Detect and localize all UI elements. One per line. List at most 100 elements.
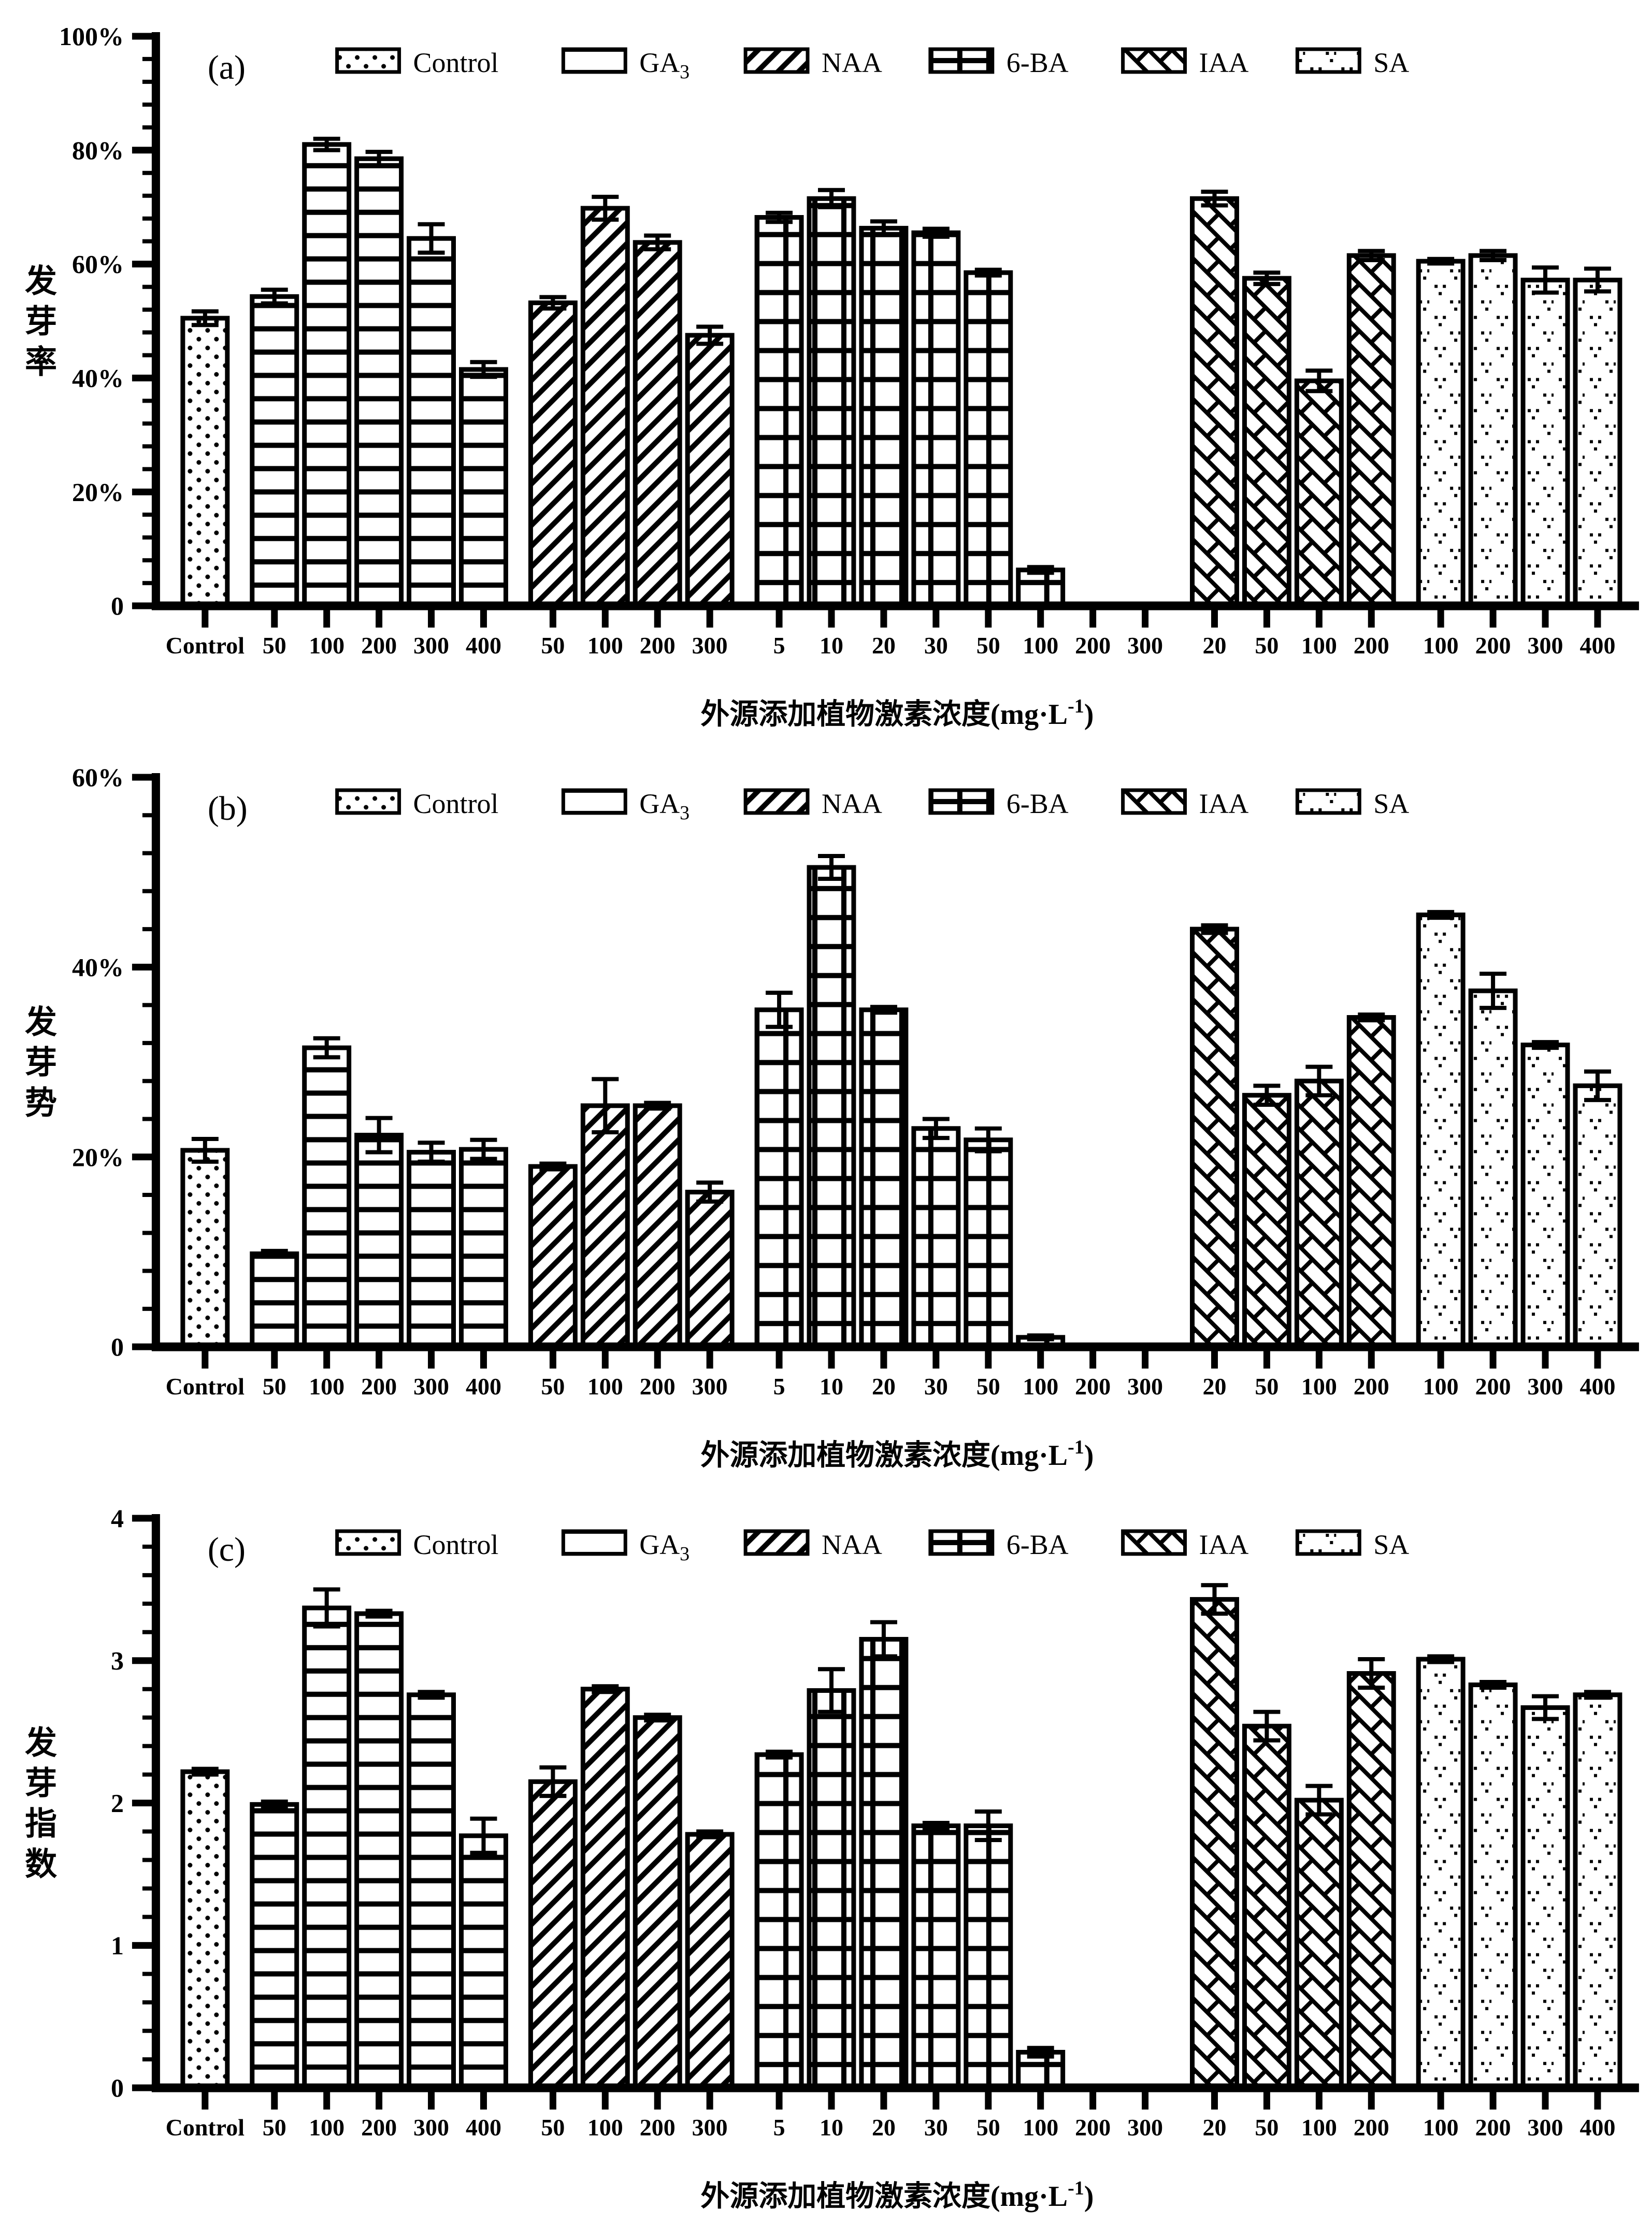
legend-swatch-brick-icon [1121, 1529, 1187, 1556]
error-bar-6-BA-50 [974, 267, 1002, 278]
x-tick-label-IAA-20: 20 [1202, 1373, 1226, 1400]
bar-GA3-400 [458, 367, 508, 608]
bar-6-BA-10 [807, 196, 856, 608]
error-bar-6-BA-50 [974, 1126, 1002, 1153]
error-bar-NAA-100 [592, 1684, 619, 1694]
x-tick-label-6-BA-5: 5 [773, 2114, 785, 2141]
error-bar-6-BA-30 [922, 1821, 950, 1831]
x-tick-label-6-BA-10: 10 [820, 632, 843, 659]
legend-label: NAA [822, 1529, 882, 1560]
error-bar-Control-Control [191, 1766, 219, 1777]
legend-label: SA [1373, 47, 1409, 78]
bar-IAA-20 [1190, 926, 1239, 1349]
x-tick-label-6-BA-20: 20 [872, 2114, 896, 2141]
x-tick-label-6-BA-300: 300 [1127, 1373, 1163, 1400]
bar-6-BA-100 [1016, 567, 1066, 608]
x-axis-title: 外源添加植物激素浓度(mg·L-1) [700, 2177, 1094, 2213]
y-tick-label: 100% [59, 22, 124, 51]
x-tick-label-SA-300: 300 [1528, 1373, 1563, 1400]
error-bar-SA-100 [1427, 1654, 1455, 1664]
legend-label: SA [1373, 788, 1409, 819]
error-bar-SA-300 [1532, 1040, 1559, 1050]
legend-item-control: Control [335, 1529, 499, 1560]
legend-item-iaa: IAA [1121, 1529, 1248, 1560]
bar-NAA-200 [633, 1715, 682, 2090]
x-tick-label-Control-Control: Control [166, 632, 245, 659]
y-tick-label: 2 [111, 1789, 124, 1818]
bar-IAA-100 [1294, 378, 1344, 608]
panel-c-germination-index: (c) Control GA3 NAA 6-BA IAA SA 0 1 2 3 4 发芽指数 Contro… [0, 1482, 1652, 2223]
legend-swatch-hlines-icon [561, 47, 627, 74]
error-bar-GA3-400 [470, 1816, 497, 1855]
legend-item-ga3: GA3 [561, 1529, 689, 1565]
error-bar-SA-300 [1532, 1694, 1559, 1721]
error-bar-SA-400 [1584, 1690, 1611, 1700]
x-tick-label-SA-300: 300 [1528, 2114, 1563, 2141]
x-tick-label-SA-200: 200 [1475, 2114, 1511, 2141]
error-bar-6-BA-10 [818, 854, 845, 881]
error-bar-NAA-300 [696, 324, 724, 346]
bar-NAA-300 [685, 333, 735, 608]
error-bar-6-BA-50 [974, 1809, 1002, 1843]
legend-swatch-vdots-icon [1295, 1529, 1361, 1556]
x-tick-label-GA3-300: 300 [413, 1373, 449, 1400]
legend-label: 6-BA [1007, 47, 1069, 78]
error-bar-GA3-200 [365, 150, 393, 168]
bar-GA3-200 [354, 1133, 404, 1349]
error-bar-SA-200 [1479, 972, 1507, 1010]
error-bar-Control-Control [191, 1136, 219, 1164]
bar-SA-100 [1416, 913, 1466, 1349]
error-bar-NAA-100 [592, 194, 619, 222]
x-ticks: Control 50 100 200 300 400 50 100 200 300 5 10 20 30 5… [166, 2088, 1615, 2141]
error-bar-6-BA-5 [766, 1749, 793, 1760]
error-bar-SA-200 [1479, 1679, 1507, 1690]
x-tick-label-GA3-100: 100 [309, 1373, 344, 1400]
bar-IAA-100 [1294, 1078, 1344, 1349]
legend-swatch-dots-icon [335, 47, 401, 74]
error-bar-SA-300 [1532, 265, 1559, 295]
legend-label: Control [413, 1529, 499, 1560]
bar-IAA-20 [1190, 1597, 1239, 2090]
y-tick-label: 4 [111, 1504, 124, 1533]
x-tick-label-NAA-50: 50 [541, 2114, 565, 2141]
y-tick-label: 1 [111, 1931, 124, 1960]
x-tick-label-6-BA-100: 100 [1023, 1373, 1058, 1400]
x-tick-label-IAA-50: 50 [1255, 632, 1278, 659]
x-tick-label-NAA-300: 300 [692, 632, 728, 659]
error-bar-IAA-100 [1305, 1064, 1333, 1097]
x-tick-label-IAA-200: 200 [1354, 2114, 1389, 2141]
bar-NAA-300 [685, 1832, 735, 2090]
panel-label-a: (a) [208, 49, 246, 87]
error-bar-NAA-300 [696, 1829, 724, 1840]
legend-swatch-grid-icon [928, 788, 995, 815]
bar-GA3-300 [407, 1692, 456, 2090]
error-bar-SA-100 [1427, 910, 1455, 920]
bars [180, 1583, 1622, 2090]
x-tick-label-Control-Control: Control [166, 1373, 245, 1400]
y-tick-label: 0 [111, 591, 124, 620]
x-ticks: Control 50 100 200 300 400 50 100 200 300 5 10 20 30 5… [166, 1347, 1615, 1400]
bar-GA3-200 [354, 156, 404, 608]
bar-NAA-50 [528, 300, 578, 608]
error-bar-GA3-100 [313, 1587, 340, 1629]
bar-6-BA-30 [911, 1823, 961, 2090]
error-bar-GA3-200 [365, 1116, 393, 1154]
bar-SA-100 [1416, 1657, 1466, 2090]
x-tick-label-6-BA-300: 300 [1127, 632, 1163, 659]
panel-label-b: (b) [208, 790, 248, 828]
x-tick-label-6-BA-200: 200 [1075, 632, 1111, 659]
x-tick-label-6-BA-10: 10 [820, 2114, 843, 2141]
x-tick-label-6-BA-100: 100 [1023, 2114, 1058, 2141]
bar-NAA-100 [580, 1687, 630, 2090]
legend-label: GA3 [639, 47, 689, 83]
bar-SA-400 [1573, 1692, 1622, 2090]
bars [180, 136, 1622, 608]
error-bar-SA-200 [1479, 249, 1507, 262]
x-tick-label-6-BA-20: 20 [872, 1373, 896, 1400]
error-bar-NAA-200 [644, 1713, 671, 1723]
bar-6-BA-20 [859, 225, 909, 608]
error-bar-IAA-50 [1253, 270, 1281, 287]
error-bar-IAA-50 [1253, 1084, 1281, 1107]
bar-GA3-300 [407, 1150, 456, 1349]
